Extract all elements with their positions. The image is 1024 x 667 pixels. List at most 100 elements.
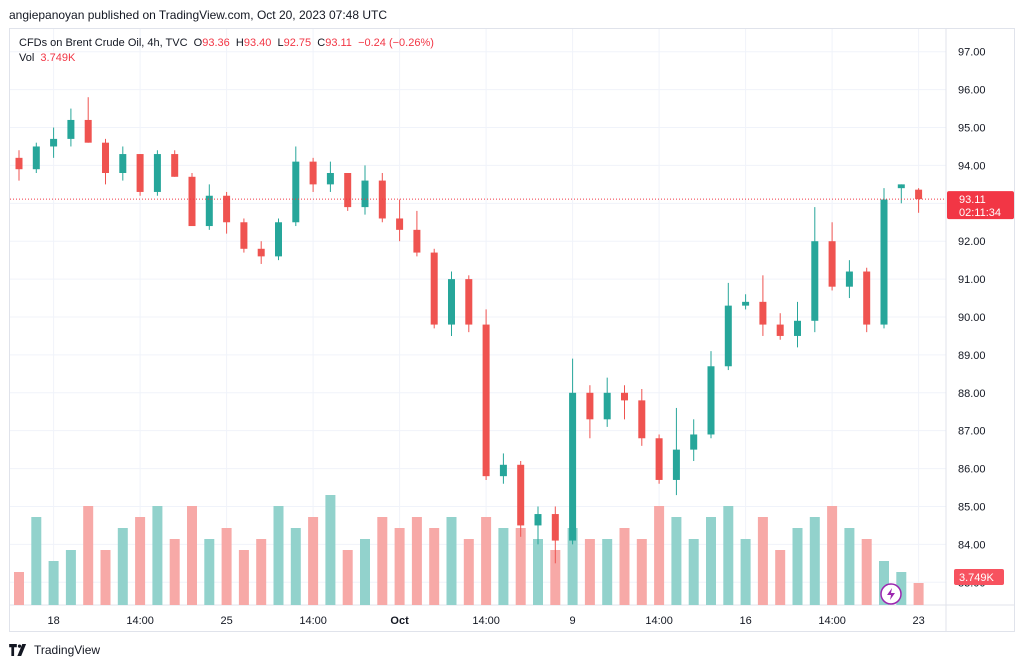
candle-body[interactable] (482, 324, 490, 477)
candle-body[interactable] (136, 154, 144, 192)
volume-bar[interactable] (515, 528, 526, 605)
candle-body[interactable] (880, 199, 888, 325)
volume-bar[interactable] (706, 517, 716, 605)
candle-body[interactable] (292, 161, 300, 223)
volume-badge[interactable] (954, 569, 1004, 585)
candle-body[interactable] (499, 464, 507, 477)
candle-body[interactable] (517, 464, 525, 526)
candle-body[interactable] (430, 252, 438, 325)
candle-body[interactable] (188, 176, 196, 227)
volume-bar[interactable] (688, 539, 699, 605)
volume-bar[interactable] (83, 506, 94, 605)
candle-body[interactable] (811, 241, 819, 321)
candle-body[interactable] (396, 218, 404, 230)
volume-bar[interactable] (550, 550, 561, 605)
candle-body[interactable] (102, 142, 109, 173)
volume-bar[interactable] (65, 550, 76, 605)
volume-bar[interactable] (792, 528, 803, 605)
volume-bar[interactable] (204, 539, 215, 605)
volume-bar[interactable] (325, 495, 336, 605)
candle-body[interactable] (67, 119, 75, 139)
candle-body[interactable] (309, 161, 317, 185)
volume-bar[interactable] (290, 528, 301, 605)
candle-body[interactable] (863, 271, 871, 325)
volume-bar[interactable] (100, 550, 111, 605)
candle-body[interactable] (171, 154, 179, 177)
chart-canvas[interactable]: 97.0096.0095.0094.0093.0092.0091.0090.00… (10, 29, 1014, 631)
volume-bar[interactable] (360, 539, 370, 605)
candle-body[interactable] (897, 184, 905, 189)
volume-bar[interactable] (117, 528, 128, 605)
volume-bar[interactable] (446, 517, 457, 605)
volume-bar[interactable] (567, 528, 578, 605)
volume-bar[interactable] (913, 583, 924, 605)
chart-frame[interactable]: 97.0096.0095.0094.0093.0092.0091.0090.00… (9, 28, 1015, 632)
candle-body[interactable] (413, 229, 421, 253)
candle-body[interactable] (759, 301, 767, 325)
volume-bar[interactable] (187, 506, 197, 605)
volume-bar[interactable] (619, 528, 630, 605)
candle-body[interactable] (603, 392, 611, 420)
volume-bar[interactable] (411, 517, 422, 605)
candle-body[interactable] (690, 434, 698, 450)
volume-bar[interactable] (238, 550, 249, 605)
volume-bar[interactable] (896, 572, 907, 605)
volume-bar[interactable] (775, 550, 786, 605)
candle-body[interactable] (586, 392, 594, 420)
footer-branding[interactable]: TradingView (9, 643, 100, 657)
candle-body[interactable] (551, 514, 559, 541)
candle-body[interactable] (707, 366, 715, 435)
candle-body[interactable] (223, 195, 231, 223)
candle-body[interactable] (828, 241, 836, 287)
volume-bar[interactable] (169, 539, 180, 605)
volume-bar[interactable] (809, 517, 820, 605)
volume-bar[interactable] (757, 517, 768, 605)
candle-body[interactable] (534, 514, 542, 526)
volume-bar[interactable] (740, 539, 751, 605)
candle-body[interactable] (724, 305, 732, 367)
volume-bar[interactable] (654, 506, 665, 605)
volume-bar[interactable] (533, 539, 543, 605)
volume-bar[interactable] (723, 506, 734, 605)
candle-body[interactable] (50, 138, 58, 147)
volume-bar[interactable] (14, 572, 24, 605)
volume-bar[interactable] (308, 517, 319, 605)
last-price-badge[interactable] (947, 191, 1014, 220)
candle-body[interactable] (240, 222, 248, 249)
volume-bar[interactable] (879, 561, 889, 605)
candle-body[interactable] (257, 248, 265, 257)
legend-volume-label[interactable]: Vol (19, 52, 35, 64)
candle-body[interactable] (638, 400, 646, 439)
volume-bar[interactable] (844, 528, 855, 605)
candle-body[interactable] (153, 154, 161, 192)
candle-body[interactable] (845, 271, 853, 287)
candle-body[interactable] (119, 154, 127, 173)
candle-body[interactable] (275, 222, 282, 257)
candle-body[interactable] (672, 449, 680, 480)
volume-bar[interactable] (273, 506, 284, 605)
volume-bar[interactable] (48, 561, 59, 605)
volume-bar[interactable] (394, 528, 405, 605)
volume-bar[interactable] (135, 517, 146, 605)
candle-body[interactable] (794, 320, 801, 336)
volume-bar[interactable] (584, 539, 595, 605)
volume-bar[interactable] (636, 539, 647, 605)
candle-body[interactable] (32, 146, 40, 170)
volume-bar[interactable] (377, 517, 388, 605)
candle-body[interactable] (448, 279, 455, 325)
candle-body[interactable] (361, 180, 369, 208)
volume-bar[interactable] (602, 539, 613, 605)
candle-body[interactable] (569, 392, 577, 541)
candle-body[interactable] (655, 438, 663, 480)
volume-bar[interactable] (498, 528, 509, 605)
volume-bar[interactable] (221, 528, 232, 605)
volume-bar[interactable] (342, 550, 353, 605)
volume-bar[interactable] (429, 528, 440, 605)
volume-bar[interactable] (31, 517, 42, 605)
volume-bar[interactable] (152, 506, 163, 605)
candle-body[interactable] (776, 324, 784, 336)
candle-body[interactable] (465, 279, 473, 325)
volume-bar[interactable] (671, 517, 682, 605)
volume-bar[interactable] (463, 539, 474, 605)
candle-body[interactable] (344, 173, 352, 208)
